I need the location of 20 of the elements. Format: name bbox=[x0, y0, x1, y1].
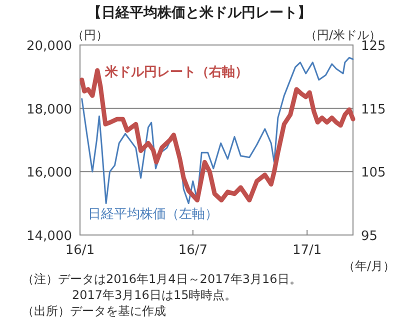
x-tick-label: 16/7 bbox=[178, 243, 208, 258]
text: （出所）データを基に作成 bbox=[22, 304, 166, 318]
y-tick-label: 14,000 bbox=[26, 229, 72, 244]
x-tick-label: 17/1 bbox=[292, 243, 322, 258]
y-tick-label: 18,000 bbox=[26, 102, 72, 118]
y2-tick-label: 125 bbox=[361, 39, 386, 54]
y-axis-title: （円） bbox=[72, 28, 108, 42]
text: 2017年3月16日は15時時点。 bbox=[72, 288, 237, 302]
y2-axis-title: （円/米ドル） bbox=[304, 28, 381, 42]
chart-title: 【日経平均株価と米ドル円レート】 bbox=[88, 5, 312, 21]
y2-tick-label: 95 bbox=[361, 229, 378, 244]
series-label: 日経平均株価（左軸） bbox=[88, 207, 218, 222]
x-tick-label: 16/1 bbox=[65, 243, 95, 258]
y2-tick-label: 105 bbox=[361, 166, 386, 181]
y-tick-label: 20,000 bbox=[26, 39, 72, 54]
y2-tick-label: 115 bbox=[361, 102, 386, 118]
y-tick-label: 16,000 bbox=[26, 166, 72, 181]
x-axis-title: （年/月） bbox=[342, 259, 395, 273]
text: （注）データは2016年1月4日～2017年3月16日。 bbox=[22, 272, 302, 286]
series-label: 米ドル円レート（右軸） bbox=[104, 65, 248, 80]
